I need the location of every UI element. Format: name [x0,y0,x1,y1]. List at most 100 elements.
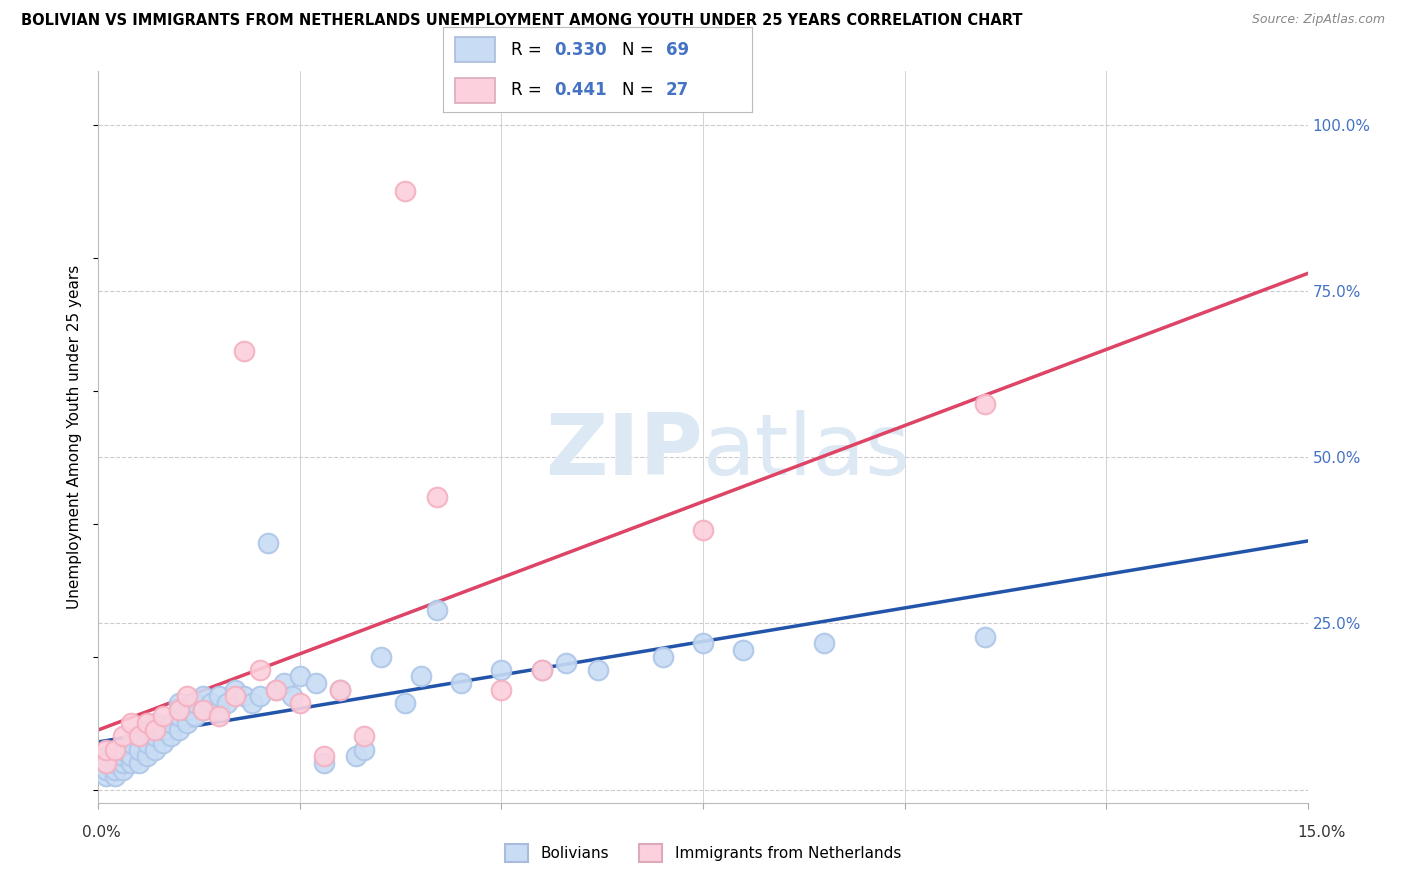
Point [193,703,215,717]
Point [96,742,118,756]
Point [264,682,287,697]
Point [426,603,449,617]
Point [120,749,142,764]
Point [555,656,578,670]
Point [232,343,254,358]
Text: 0.330: 0.330 [554,41,607,59]
Point [305,676,328,690]
Point [111,756,134,770]
Point [96,756,118,770]
Point [224,690,246,704]
Point [491,682,513,697]
Point [152,723,174,737]
Point [96,749,118,764]
Point [208,703,231,717]
Point [974,630,997,644]
Point [692,523,714,537]
Point [120,736,142,750]
Point [353,742,375,756]
Point [96,769,118,783]
Point [96,763,118,777]
Point [733,643,755,657]
Point [184,696,207,710]
Point [329,682,352,697]
Text: R =: R = [510,81,547,99]
Point [264,682,287,697]
Text: 69: 69 [665,41,689,59]
Point [128,756,150,770]
Point [103,763,125,777]
Point [103,742,125,756]
Point [167,709,190,723]
Point [103,756,125,770]
Legend: Bolivians, Immigrants from Netherlands: Bolivians, Immigrants from Netherlands [499,838,907,868]
Point [394,696,416,710]
Point [353,729,375,743]
Point [96,756,118,770]
Text: atlas: atlas [703,410,911,493]
Point [974,397,997,411]
Text: 27: 27 [665,81,689,99]
Point [314,749,336,764]
Point [167,723,190,737]
Point [273,676,295,690]
Point [217,696,239,710]
FancyBboxPatch shape [456,78,495,103]
Point [813,636,835,650]
Point [288,669,311,683]
Point [160,729,183,743]
Point [426,490,449,504]
Point [314,756,336,770]
Text: R =: R = [510,41,547,59]
Point [249,690,271,704]
Point [152,709,174,723]
Point [143,729,166,743]
Point [111,729,134,743]
Point [111,742,134,756]
Point [249,663,271,677]
Point [167,703,190,717]
Point [240,696,263,710]
Point [184,709,207,723]
Point [530,663,553,677]
Point [176,690,198,704]
Point [409,669,432,683]
Point [111,763,134,777]
Point [224,682,246,697]
Point [491,663,513,677]
Point [128,742,150,756]
Point [176,703,198,717]
Point [256,536,278,550]
Point [200,696,222,710]
Point [160,716,183,731]
Point [135,749,157,764]
Point [450,676,472,690]
Point [329,682,352,697]
Y-axis label: Unemployment Among Youth under 25 years: Unemployment Among Youth under 25 years [67,265,83,609]
Point [692,636,714,650]
Point [120,716,142,731]
Point [111,749,134,764]
Text: N =: N = [623,41,659,59]
Point [193,703,215,717]
Point [143,716,166,731]
Point [128,729,150,743]
Point [288,696,311,710]
Point [103,749,125,764]
Point [143,742,166,756]
Point [152,736,174,750]
Point [135,736,157,750]
Text: 0.441: 0.441 [554,81,607,99]
Point [167,696,190,710]
Point [530,663,553,677]
Point [103,769,125,783]
FancyBboxPatch shape [456,37,495,62]
Text: 0.0%: 0.0% [82,825,121,840]
Text: 15.0%: 15.0% [1298,825,1346,840]
Point [344,749,367,764]
Point [135,723,157,737]
Point [394,184,416,198]
Point [208,690,231,704]
Point [651,649,673,664]
Text: Source: ZipAtlas.com: Source: ZipAtlas.com [1251,13,1385,27]
